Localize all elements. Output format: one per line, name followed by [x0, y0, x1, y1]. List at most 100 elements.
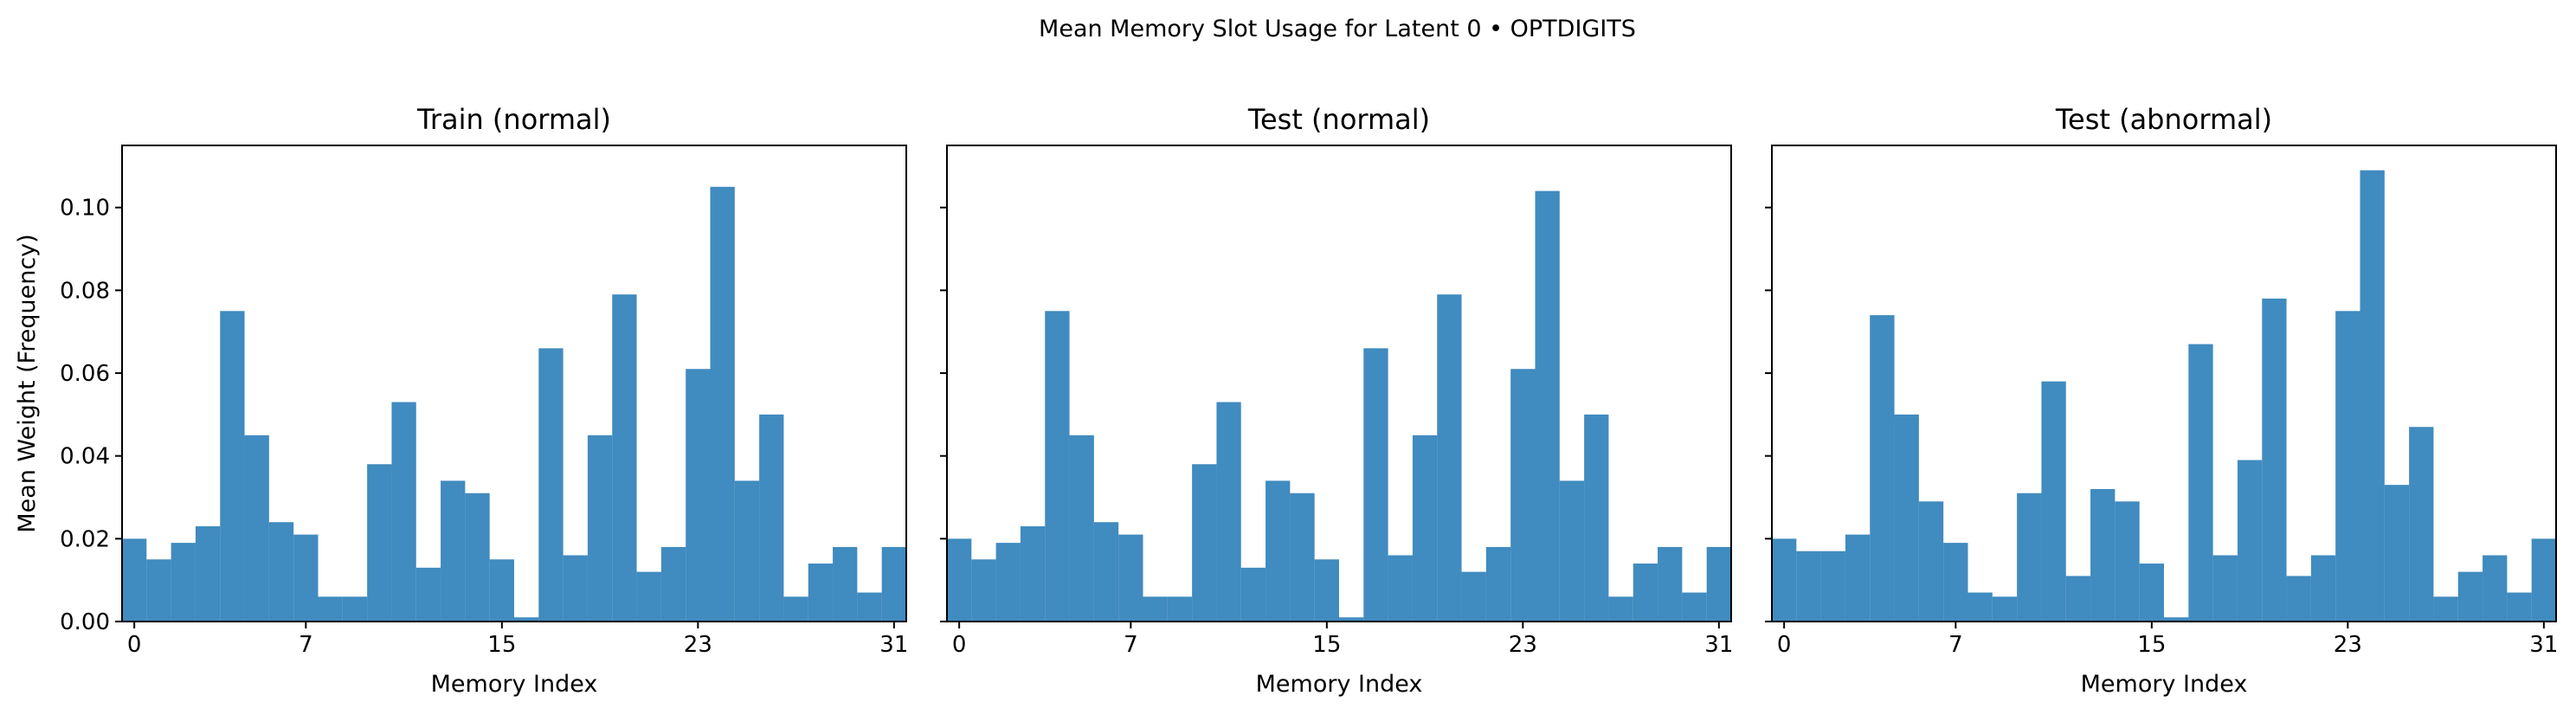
- bar: [636, 571, 661, 622]
- bar: [122, 538, 147, 622]
- bar: [2262, 298, 2287, 622]
- bar: [1045, 311, 1070, 622]
- bar: [1870, 315, 1895, 622]
- bar: [857, 592, 882, 622]
- axes-frame: [1771, 145, 2557, 622]
- bar: [514, 617, 539, 622]
- bar: [2139, 564, 2164, 622]
- y-tick-label: 0.04: [60, 444, 110, 470]
- bar: [441, 480, 466, 622]
- bar: [1363, 348, 1388, 622]
- bar: [808, 564, 834, 622]
- x-tick-label: 0: [952, 632, 967, 658]
- x-tick-label: 31: [2529, 632, 2558, 658]
- bar: [1093, 522, 1119, 622]
- panels: Train (normal) 0 7 15 23 31 0.00 0.02 0.04 0.06 0.…: [14, 103, 2558, 698]
- x-tick-label: 23: [684, 632, 712, 658]
- panel-1: Train (normal) 0 7 15 23 31 0.00 0.02 0.04 0.06 0.…: [14, 103, 908, 698]
- bar: [146, 559, 171, 622]
- bar: [2212, 555, 2238, 622]
- bar: [2384, 485, 2410, 622]
- bar: [1461, 571, 1486, 622]
- x-tick-label: 15: [487, 632, 516, 658]
- bar: [1314, 559, 1339, 622]
- bar: [2433, 596, 2458, 622]
- bar: [244, 435, 269, 622]
- bar: [1633, 564, 1658, 622]
- bar: [2286, 576, 2311, 622]
- bar: [342, 596, 368, 622]
- bar: [1510, 369, 1536, 622]
- bar: [1167, 596, 1193, 622]
- bar: [489, 559, 514, 622]
- bar: [734, 480, 760, 622]
- bar: [268, 522, 294, 622]
- panel-title: Test (abnormal): [2055, 103, 2272, 136]
- bar: [2065, 576, 2091, 622]
- panel-3: Test (abnormal) 0 7 15 23 31 Memory Index: [1765, 103, 2558, 698]
- x-tick-label: 15: [2137, 632, 2166, 658]
- bar: [1894, 414, 1919, 622]
- axes-frame: [946, 145, 1732, 622]
- bar: [2409, 427, 2434, 622]
- y-tick-label: 0.02: [60, 526, 110, 552]
- bar: [881, 546, 906, 622]
- y-tick-label: 0.06: [60, 361, 110, 387]
- bar: [391, 402, 416, 622]
- x-tick-label: 0: [127, 632, 142, 658]
- bar: [1772, 538, 1797, 622]
- bar: [1265, 480, 1291, 622]
- bar: [1192, 464, 1217, 622]
- bar: [563, 555, 588, 622]
- bar: [1608, 596, 1633, 622]
- bar: [1290, 493, 1315, 622]
- bar: [971, 559, 996, 622]
- bar: [1240, 567, 1266, 622]
- bar: [2457, 571, 2483, 622]
- x-tick-label: 7: [299, 632, 313, 658]
- axes-frame: [121, 145, 907, 622]
- bar: [2310, 555, 2336, 622]
- x-axis-label: Memory Index: [2081, 671, 2248, 698]
- x-axis-label: Memory Index: [431, 671, 598, 698]
- bar: [1143, 596, 1168, 622]
- bar: [318, 596, 343, 622]
- bar: [1918, 501, 1944, 622]
- bar: [759, 414, 784, 622]
- bar: [538, 348, 564, 622]
- bar: [1412, 435, 1438, 622]
- bar: [660, 546, 686, 622]
- bar: [293, 534, 319, 622]
- bar: [2335, 311, 2360, 622]
- x-axis-label: Memory Index: [1256, 671, 1423, 698]
- bar: [2531, 538, 2556, 622]
- x-tick-label: 23: [2334, 632, 2362, 658]
- bar: [1992, 596, 2018, 622]
- bar: [2017, 493, 2042, 622]
- bar: [1020, 526, 1046, 622]
- figure-title: Mean Memory Slot Usage for Latent 0 • OP…: [1039, 16, 1636, 42]
- bar: [2507, 592, 2532, 622]
- y-tick-label: 0.10: [60, 196, 110, 222]
- bar: [1943, 543, 1968, 622]
- bar: [2164, 617, 2189, 622]
- bar: [2483, 555, 2508, 622]
- bar: [415, 567, 441, 622]
- x-tick-label: 31: [1704, 632, 1733, 658]
- x-tick-label: 23: [1509, 632, 1537, 658]
- bar: [465, 493, 490, 622]
- bar: [1658, 546, 1683, 622]
- bar: [1216, 402, 1241, 622]
- bar: [195, 526, 221, 622]
- panel-2: Test (normal) 0 7 15 23 31 Memory Index: [940, 103, 1733, 698]
- x-tick-label: 7: [1124, 632, 1138, 658]
- bar: [1388, 555, 1413, 622]
- bar: [2237, 460, 2263, 622]
- bar: [2090, 488, 2116, 622]
- bar: [1069, 435, 1094, 622]
- panel-title: Test (normal): [1247, 103, 1430, 136]
- bar: [1967, 592, 1993, 622]
- bar: [833, 546, 858, 622]
- bar: [1118, 534, 1143, 622]
- panel-title: Train (normal): [416, 103, 611, 136]
